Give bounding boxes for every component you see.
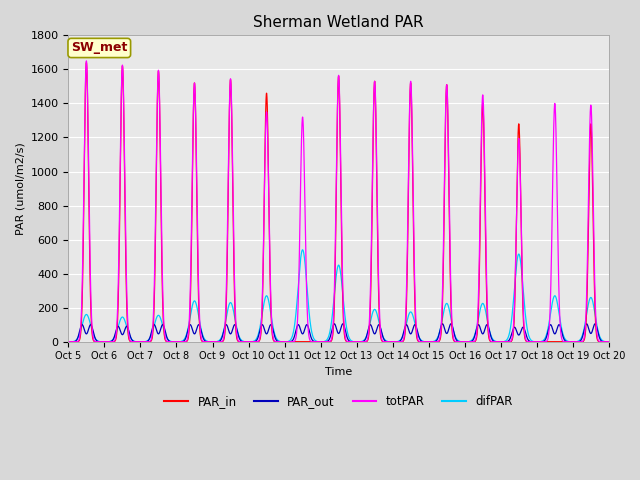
PAR_out: [575, 338, 583, 344]
difPAR: [575, 337, 583, 343]
PAR_out: [248, 339, 256, 345]
Title: Sherman Wetland PAR: Sherman Wetland PAR: [253, 15, 424, 30]
totPAR: [248, 339, 256, 345]
difPAR: [475, 314, 483, 320]
Line: difPAR: difPAR: [68, 250, 609, 342]
Line: PAR_out: PAR_out: [68, 324, 609, 342]
totPAR: [321, 339, 328, 345]
totPAR: [460, 339, 467, 345]
difPAR: [299, 247, 307, 252]
PAR_out: [582, 321, 590, 327]
PAR_in: [475, 297, 483, 302]
PAR_out: [605, 339, 612, 345]
Text: SW_met: SW_met: [71, 41, 127, 54]
PAR_out: [320, 339, 328, 345]
PAR_out: [330, 321, 338, 327]
totPAR: [475, 282, 483, 288]
PAR_in: [575, 339, 583, 345]
totPAR: [605, 339, 612, 345]
totPAR: [582, 307, 590, 313]
PAR_out: [475, 322, 483, 328]
Line: totPAR: totPAR: [68, 61, 609, 342]
PAR_in: [460, 339, 467, 345]
difPAR: [605, 339, 612, 345]
difPAR: [582, 314, 590, 320]
PAR_in: [321, 339, 328, 345]
X-axis label: Time: Time: [325, 367, 352, 377]
totPAR: [65, 339, 72, 345]
PAR_in: [582, 318, 590, 324]
PAR_in: [605, 339, 612, 345]
difPAR: [65, 339, 72, 345]
PAR_in: [65, 339, 72, 345]
PAR_out: [65, 339, 72, 345]
Line: PAR_in: PAR_in: [68, 62, 609, 342]
difPAR: [321, 339, 328, 345]
totPAR: [575, 339, 583, 345]
PAR_in: [248, 339, 256, 345]
PAR_out: [460, 339, 467, 345]
PAR_in: [83, 60, 90, 65]
Legend: PAR_in, PAR_out, totPAR, difPAR: PAR_in, PAR_out, totPAR, difPAR: [159, 391, 518, 413]
difPAR: [248, 339, 256, 345]
difPAR: [460, 339, 467, 345]
totPAR: [83, 58, 90, 64]
Y-axis label: PAR (umol/m2/s): PAR (umol/m2/s): [15, 142, 25, 235]
